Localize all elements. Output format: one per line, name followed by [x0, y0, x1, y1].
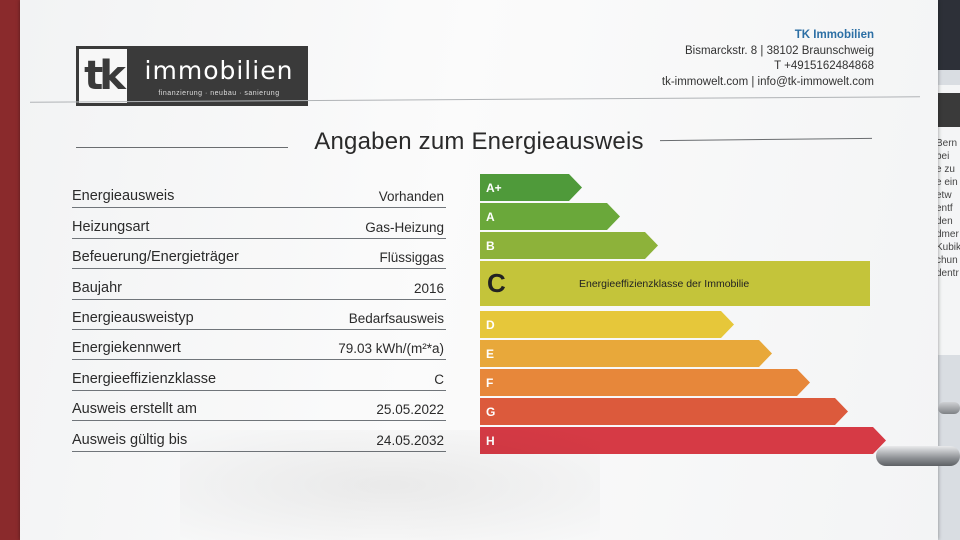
energy-data-row: Heizungsart Gas-Heizung: [72, 208, 446, 239]
row-value: C: [434, 371, 444, 387]
row-label: Energieausweis: [72, 188, 175, 205]
binder-ring-small: [938, 402, 960, 414]
row-label: Befeuerung/Energieträger: [72, 249, 239, 266]
binder-ring: [876, 446, 960, 466]
energy-data-table: Energieausweis Vorhanden Heizungsart Gas-He…: [72, 178, 446, 452]
company-contact: TK Immobilien Bismarckstr. 8 | 38102 Bra…: [662, 28, 874, 90]
next-page-fragment: Bern: [936, 138, 958, 149]
efficiency-bar-c: C Energieeffizienzklasse der Immobilie: [480, 261, 870, 306]
page-title: Angaben zum Energieausweis: [314, 128, 644, 155]
expose-page: tk immobilien finanzierung · neubau · sa…: [20, 0, 938, 540]
next-page-text: Bern bei e zu e ein etw entf den dmer Kubik chun d…: [932, 137, 960, 280]
binder-edge-left: [0, 0, 22, 540]
row-value: 25.05.2022: [376, 402, 444, 418]
efficiency-bar-h: H: [480, 427, 886, 454]
logo-mark: tk: [79, 49, 127, 103]
next-page-fragment: dentr: [936, 268, 959, 279]
row-value: Bedarfsausweis: [348, 310, 444, 326]
next-page-fragment: dmer: [936, 229, 959, 240]
efficiency-bar-label: F: [486, 375, 494, 390]
efficiency-bar-label: G: [486, 404, 496, 419]
energy-data-row: Ausweis erstellt am 25.05.2022: [72, 391, 446, 422]
efficiency-bar-label: H: [480, 434, 495, 448]
row-label: Heizungsart: [72, 218, 150, 235]
row-label: Ausweis gültig bis: [72, 431, 188, 448]
energy-data-row: Befeuerung/Energieträger Flüssiggas: [72, 239, 446, 270]
row-label: Baujahr: [72, 279, 122, 296]
row-label: Energieeffizienzklasse: [72, 370, 217, 387]
row-value: 24.05.2032: [376, 433, 446, 448]
next-page-fragment: den: [936, 216, 953, 227]
efficiency-bar-label: B: [486, 238, 495, 253]
efficiency-bar-label: D: [486, 317, 495, 332]
logo-tagline: finanzierung · neubau · sanierung: [158, 89, 280, 97]
next-page-fragment: etw: [936, 190, 952, 201]
next-page-fragment: Kubik: [936, 242, 960, 253]
efficiency-bar-f: F: [480, 369, 810, 396]
row-value: Vorhanden: [378, 189, 444, 205]
energy-data-row: Energieeffizienzklasse C: [72, 360, 446, 391]
efficiency-bar-label: A: [486, 209, 495, 224]
row-label: Energieausweistyp: [72, 309, 194, 326]
next-page-logo: [938, 93, 960, 127]
company-logo: tk immobilien finanzierung · neubau · sa…: [76, 46, 308, 106]
logo-letters: tk: [84, 53, 126, 99]
next-page-fragment: e zu: [936, 164, 955, 175]
energy-data-row: Energieausweis Vorhanden: [72, 178, 446, 209]
efficiency-bar-d: D: [480, 311, 734, 338]
title-rule-left: [76, 147, 288, 148]
logo-name: immobilien: [144, 55, 294, 85]
company-phone: T +4915162484868: [774, 60, 874, 72]
row-value: 79.03 kWh/(m²*a): [338, 341, 444, 357]
hand-shadow: [180, 430, 600, 540]
efficiency-bar-b: B: [480, 232, 658, 259]
company-address: Bismarckstr. 8 | 38102 Braunschweig: [685, 44, 874, 57]
energy-data-row: Energieausweistyp Bedarfsausweis: [72, 300, 446, 330]
energy-data-row: Baujahr 2016: [72, 269, 446, 300]
efficiency-bar-a: A: [480, 203, 620, 230]
next-page-fragment: entf: [936, 203, 953, 214]
row-label: Energiekennwert: [72, 340, 181, 357]
next-page-fragment: bei: [936, 151, 950, 162]
selected-class-note: Energieeffizienzklasse der Immobilie: [579, 277, 750, 290]
efficiency-bar-g: G: [480, 398, 848, 425]
efficiency-bar-e: E: [480, 340, 772, 367]
next-page-fragment: e ein: [936, 177, 958, 188]
row-value: 2016: [413, 280, 444, 296]
row-value: Gas-Heizung: [365, 219, 444, 235]
efficiency-bar-aplus: A+: [480, 174, 582, 201]
energy-data-row: Ausweis gültig bis 24.05.2032: [72, 421, 446, 452]
next-page-fragment: chun: [936, 255, 958, 266]
efficiency-bar-label: C: [487, 268, 506, 298]
company-name: TK Immobilien: [794, 29, 874, 41]
company-web: tk-immowelt.com | info@tk-immowelt.com: [661, 75, 874, 88]
efficiency-bar-label: A+: [486, 180, 502, 195]
energy-data-row: Energiekennwert 79.03 kWh/(m²*a): [72, 330, 446, 361]
efficiency-bar-label: E: [486, 346, 495, 361]
row-value: Flüssiggas: [379, 250, 444, 266]
row-label: Ausweis erstellt am: [72, 401, 197, 418]
